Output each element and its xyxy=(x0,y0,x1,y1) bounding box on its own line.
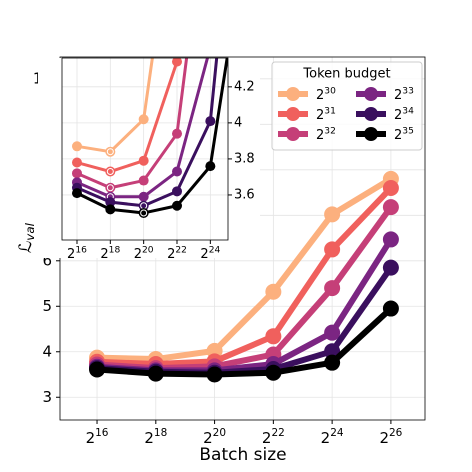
series-marker xyxy=(105,166,116,177)
plot-series xyxy=(71,42,228,218)
series-marker xyxy=(105,204,116,215)
y-tick-label: 4.2 xyxy=(234,79,255,94)
y-axis-label: ℒval xyxy=(16,222,37,253)
x-tick-label: 222 xyxy=(167,245,187,262)
legend-swatch-marker xyxy=(364,87,378,101)
x-tick-label: 224 xyxy=(321,427,344,447)
series-line xyxy=(76,58,189,190)
series-marker xyxy=(324,354,341,371)
minimum-ring xyxy=(106,168,114,176)
series-marker xyxy=(105,182,116,193)
x-tick-label: 220 xyxy=(134,245,154,262)
series-marker xyxy=(71,141,82,152)
y-tick-label: 5 xyxy=(42,297,52,315)
series-marker xyxy=(71,188,82,199)
series-line xyxy=(76,58,179,174)
x-tick-label: 220 xyxy=(203,427,226,447)
minimum-ring xyxy=(140,209,148,217)
x-tick-label: 224 xyxy=(200,245,220,262)
series-marker xyxy=(138,207,149,218)
series-marker xyxy=(265,328,282,345)
series-line xyxy=(96,176,393,363)
series-marker xyxy=(105,146,116,157)
series-line xyxy=(76,58,219,208)
legend-label: 235 xyxy=(394,126,414,143)
series-marker xyxy=(172,200,183,211)
series-marker xyxy=(205,161,216,172)
x-tick-label: 218 xyxy=(100,245,120,262)
x-tick-label: 216 xyxy=(86,427,109,447)
series-marker xyxy=(172,166,183,177)
series-marker xyxy=(382,259,399,276)
x-tick-label: 216 xyxy=(67,245,87,262)
series-marker xyxy=(324,241,341,258)
series-marker xyxy=(206,366,223,383)
series-line xyxy=(76,58,228,215)
x-tick-label: 218 xyxy=(144,427,167,447)
series-line xyxy=(76,58,209,199)
series-marker xyxy=(147,365,164,382)
y-tick-label: 6 xyxy=(42,251,52,269)
legend-label: 230 xyxy=(316,86,336,103)
series-marker xyxy=(382,300,399,317)
y-tick-label: 4 xyxy=(42,342,52,360)
series-marker xyxy=(172,186,183,197)
series-marker xyxy=(138,191,149,202)
series-marker xyxy=(324,324,341,341)
x-axis-label: Batch size xyxy=(199,445,286,465)
y-tick-label: 3.8 xyxy=(234,151,255,166)
series-marker xyxy=(71,157,82,168)
legend-label: 233 xyxy=(394,86,414,103)
legend-swatch-marker xyxy=(286,127,300,141)
minimum-ring xyxy=(106,184,114,192)
legend-title: Token budget xyxy=(302,67,390,82)
series-marker xyxy=(89,361,106,378)
series-marker xyxy=(105,197,116,208)
series-line xyxy=(96,306,393,378)
plot-frame xyxy=(61,57,229,241)
series-line xyxy=(96,185,394,368)
minimum-ring xyxy=(106,148,114,156)
series-marker xyxy=(205,116,216,127)
legend-label: 234 xyxy=(394,106,414,123)
legend-label: 232 xyxy=(316,126,336,143)
series-marker xyxy=(138,200,149,211)
legend-label: 231 xyxy=(316,106,336,123)
series-marker xyxy=(324,280,341,297)
legend-box xyxy=(271,61,423,151)
series-marker xyxy=(138,175,149,186)
y-tick-label: 3 xyxy=(42,388,52,406)
series-marker xyxy=(382,231,399,248)
series-marker xyxy=(138,114,149,125)
series-marker xyxy=(172,58,183,67)
y-tick-label: 4 xyxy=(234,115,242,130)
series-marker xyxy=(324,206,341,223)
x-tick-label: 222 xyxy=(262,427,285,447)
y-tick-label: 3.6 xyxy=(234,187,255,202)
series-marker xyxy=(265,364,282,381)
legend-swatch-marker xyxy=(286,87,300,101)
legend-swatch-marker xyxy=(286,107,300,121)
legend-swatch-marker xyxy=(364,127,378,141)
series-marker xyxy=(172,128,183,139)
series-marker xyxy=(71,168,82,179)
series-line xyxy=(76,58,154,154)
series-marker xyxy=(265,283,282,300)
series-marker xyxy=(205,42,215,52)
plot-series xyxy=(89,170,399,383)
legend-swatch-marker xyxy=(364,107,378,121)
series-marker xyxy=(382,199,399,216)
series-marker xyxy=(138,155,149,166)
series-marker xyxy=(382,180,399,197)
x-tick-label: 226 xyxy=(379,427,402,447)
